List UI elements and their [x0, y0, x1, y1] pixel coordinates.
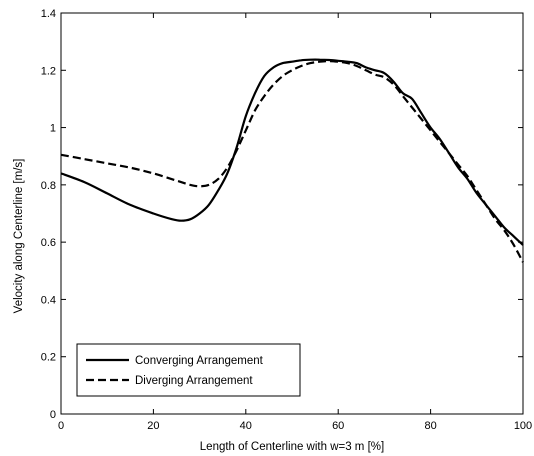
- y-tick-label: 0: [50, 409, 56, 421]
- y-tick-label: 0.2: [41, 352, 56, 364]
- legend-label: Converging Arrangement: [135, 355, 264, 367]
- y-tick-label: 0.4: [41, 294, 56, 306]
- x-tick-label: 0: [58, 420, 64, 432]
- series-layer: [60, 58, 524, 263]
- axis-ticks: [60, 12, 524, 415]
- y-tick-label: 0.8: [41, 180, 56, 192]
- y-tick-label: 1.4: [41, 8, 56, 20]
- series-line-diverging: [60, 60, 524, 263]
- y-tick-label: 0.6: [41, 237, 56, 249]
- legend-box: [76, 343, 301, 397]
- series-line-converging: [60, 58, 524, 246]
- x-tick-label: 20: [147, 420, 159, 432]
- axis-tick-labels: 0 20 40 60 80 100 0 0.2 0.4 0.6 0.8 1 1.2 1.4: [41, 8, 532, 432]
- y-tick-label: 1: [50, 123, 56, 135]
- y-axis-label: Velocity along Centerline [m/s]: [13, 159, 25, 314]
- x-tick-label: 60: [332, 420, 344, 432]
- x-tick-label: 40: [240, 420, 252, 432]
- x-axis-label: Length of Centerline with w=3 m [%]: [200, 441, 384, 453]
- x-tick-label: 80: [424, 420, 436, 432]
- x-tick-label: 100: [514, 420, 532, 432]
- legend-label: Diverging Arrangement: [135, 375, 253, 387]
- y-tick-label: 1.2: [41, 65, 56, 77]
- legend: Converging Arrangement Diverging Arrangem…: [76, 343, 301, 397]
